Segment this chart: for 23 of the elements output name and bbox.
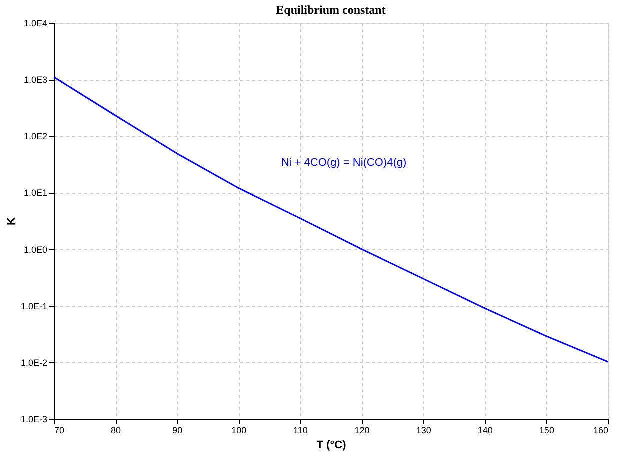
x-tick-label: 80 [111,426,122,436]
x-tick-label: 150 [539,426,554,436]
x-tick-label: 70 [54,426,65,436]
x-axis-title: T (°C) [316,440,347,452]
line-series [54,76,608,363]
x-tick-label: 140 [478,426,493,436]
x-tick-label: 100 [232,426,247,436]
x-tick-label: 120 [354,426,370,436]
annotation: Ni + 4CO(g) = Ni(CO)4(g) [281,157,407,169]
y-tick-label: 1.0E2 [24,132,48,142]
y-tick-label: 1.0E-2 [20,358,48,368]
x-tick-label: 160 [593,426,608,436]
y-axis-title: K [6,217,18,226]
x-tick-label: 130 [416,426,432,436]
y-tick-label: 1.0E4 [24,18,48,28]
y-tick-label: 1.0E3 [24,75,48,86]
y-tick-label: 1.0E0 [24,244,48,255]
y-tick-label: 1.0E-3 [20,414,48,424]
x-tick-label: 110 [294,426,308,436]
y-tick-label: 1.0E1 [24,188,48,198]
y-tick-label: 1.0E-1 [20,301,48,312]
chart-title: Equilibrium constant [276,3,386,17]
x-tick-label: 90 [172,426,183,436]
